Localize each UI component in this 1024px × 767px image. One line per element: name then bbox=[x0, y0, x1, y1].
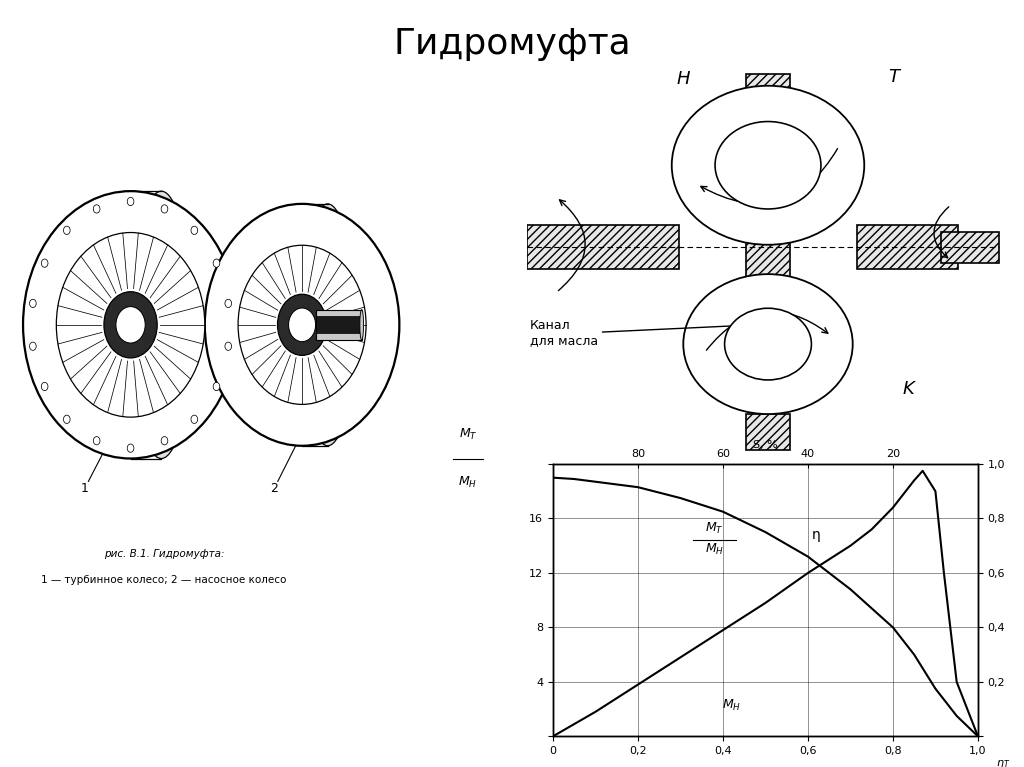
Text: η: η bbox=[812, 528, 821, 542]
Text: H: H bbox=[677, 70, 690, 87]
Ellipse shape bbox=[131, 191, 191, 459]
Circle shape bbox=[104, 291, 158, 358]
Circle shape bbox=[191, 415, 198, 423]
Circle shape bbox=[56, 232, 205, 417]
Circle shape bbox=[127, 197, 134, 206]
Bar bbox=[746, 414, 790, 449]
Text: $M_H$: $M_H$ bbox=[722, 698, 741, 713]
Ellipse shape bbox=[359, 310, 364, 340]
Text: $M_H$: $M_H$ bbox=[459, 475, 477, 490]
Circle shape bbox=[672, 86, 864, 245]
Ellipse shape bbox=[321, 295, 335, 355]
Circle shape bbox=[289, 308, 315, 341]
Circle shape bbox=[225, 299, 231, 308]
Circle shape bbox=[63, 226, 70, 235]
Circle shape bbox=[41, 383, 48, 390]
Bar bbox=[527, 225, 679, 268]
Circle shape bbox=[116, 307, 145, 343]
Text: 1: 1 bbox=[81, 482, 88, 495]
Circle shape bbox=[30, 342, 36, 351]
Text: $η_T$: $η_T$ bbox=[996, 758, 1011, 767]
Text: K: K bbox=[903, 380, 914, 398]
Circle shape bbox=[161, 436, 168, 445]
Circle shape bbox=[725, 308, 811, 380]
Bar bbox=[941, 232, 999, 262]
Ellipse shape bbox=[154, 291, 169, 358]
Circle shape bbox=[93, 205, 100, 213]
Circle shape bbox=[715, 121, 821, 209]
Circle shape bbox=[41, 259, 48, 267]
Circle shape bbox=[161, 205, 168, 213]
Bar bbox=[857, 225, 958, 268]
Circle shape bbox=[30, 299, 36, 308]
Circle shape bbox=[213, 383, 220, 390]
Circle shape bbox=[205, 204, 399, 446]
Text: рис. В.1. Гидромуфта:: рис. В.1. Гидромуфта: bbox=[103, 549, 224, 559]
Text: 2: 2 bbox=[270, 482, 278, 495]
Ellipse shape bbox=[300, 204, 355, 446]
Bar bbox=[315, 316, 361, 334]
Circle shape bbox=[239, 245, 367, 404]
Text: 1 — турбинное колесо; 2 — насосное колесо: 1 — турбинное колесо; 2 — насосное колес… bbox=[41, 574, 287, 584]
Text: Канал
для масла: Канал для масла bbox=[529, 319, 598, 347]
Text: $M_T$: $M_T$ bbox=[706, 521, 724, 536]
Text: $M_T$: $M_T$ bbox=[459, 427, 477, 443]
Circle shape bbox=[213, 259, 220, 267]
X-axis label: S, %: S, % bbox=[753, 439, 778, 449]
Bar bbox=[746, 209, 790, 308]
Circle shape bbox=[278, 295, 327, 355]
Text: Гидромуфта: Гидромуфта bbox=[393, 27, 631, 61]
Bar bbox=[746, 74, 790, 121]
Circle shape bbox=[23, 191, 238, 459]
Text: $M_H$: $M_H$ bbox=[705, 542, 724, 557]
Circle shape bbox=[225, 342, 231, 351]
Circle shape bbox=[127, 444, 134, 453]
Bar bbox=[315, 310, 361, 340]
Text: T: T bbox=[888, 67, 899, 86]
Circle shape bbox=[93, 436, 100, 445]
Circle shape bbox=[191, 226, 198, 235]
Circle shape bbox=[63, 415, 70, 423]
Circle shape bbox=[683, 274, 853, 414]
